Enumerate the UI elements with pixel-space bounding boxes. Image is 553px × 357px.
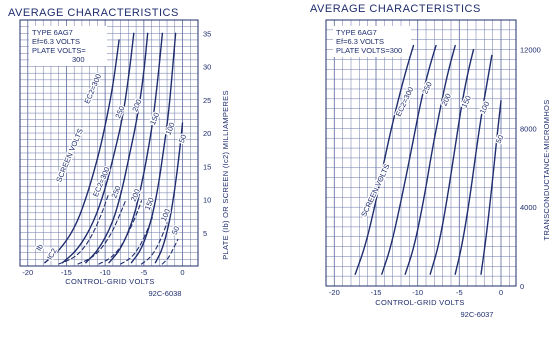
plot-frame: [325, 19, 517, 287]
chart-note: Ef=6.3 VOLTS: [336, 37, 384, 46]
x-tick-label: -5: [140, 268, 147, 277]
series-group: [354, 44, 502, 275]
figure-code: 92C-6038: [149, 289, 182, 298]
y-tick-label: 0: [520, 282, 524, 291]
x-tick-label: -20: [22, 268, 33, 277]
y-tick-label: 5: [203, 229, 207, 238]
chart-note: 300: [72, 55, 85, 64]
x-tick-label: -15: [61, 268, 72, 277]
series-line-plate-250: [61, 32, 135, 264]
series-line-plate-150: [108, 32, 164, 264]
series-line-screen-150: [120, 216, 153, 265]
curve-label: SCREEN VOLTS: [359, 162, 391, 218]
curve-label: 50: [177, 133, 189, 144]
x-axis-label: CONTROL-GRID VOLTS: [65, 277, 154, 286]
y-tick-label: 30: [203, 63, 211, 72]
chart-2: AVERAGE CHARACTERISTICS -20 -15 -10 -5 0 0 4000…: [310, 3, 551, 319]
chart-note: PLATE VOLTS=300: [336, 46, 402, 55]
series-line-screen-300: [58, 192, 110, 265]
x-tick-label: 0: [180, 268, 184, 277]
series-line-plate-200: [85, 32, 149, 264]
series-line-50: [480, 100, 502, 275]
chart-note: PLATE VOLTS=: [32, 46, 86, 55]
y-tick-label: 8000: [520, 124, 537, 133]
curve-label: EC2=300: [394, 86, 415, 118]
series-line-screen-50: [161, 238, 179, 265]
series-line-screen-250: [77, 198, 127, 265]
y-tick-label: 10: [203, 196, 211, 205]
curve-label: 100: [478, 100, 491, 115]
x-tick-label: -20: [329, 288, 340, 297]
curve-label: 50: [494, 133, 506, 144]
notes-box: [333, 26, 411, 57]
y-axis-label: PLATE (Ib) OR SCREEN (Ic2) MILLIAMPERES: [221, 90, 230, 260]
curve-label: EC2=300: [82, 73, 103, 105]
y-tick-label: 15: [203, 162, 211, 171]
curve-label: 50: [170, 225, 182, 236]
curve-label: 250: [420, 80, 433, 95]
series-line-200: [404, 44, 456, 275]
y-tick-label: 4000: [520, 203, 537, 212]
grid: [325, 19, 516, 287]
y-tick-label: 25: [203, 96, 211, 105]
series-line-plate-50: [154, 122, 184, 264]
chart-title: AVERAGE CHARACTERISTICS: [310, 3, 481, 15]
plot-frame: [19, 19, 199, 267]
figure-code: 92C-6037: [461, 310, 494, 319]
x-tick-label: 0: [499, 288, 503, 297]
series-line-plate-300: [44, 39, 120, 264]
x-axis-label: CONTROL-GRID VOLTS: [375, 298, 464, 307]
chart-note: TYPE 6AG7: [32, 28, 73, 37]
series-line-plate-100: [130, 32, 177, 264]
series-line-100: [454, 54, 493, 275]
series-line-screen-200: [98, 200, 143, 265]
series-line-300: [354, 44, 415, 275]
curve-label: 150: [148, 111, 161, 126]
x-tick-label: -10: [412, 288, 423, 297]
series-line-150: [429, 48, 475, 275]
y-tick-label: 20: [203, 129, 211, 138]
notes-box: [29, 26, 107, 66]
x-tick-label: -15: [371, 288, 382, 297]
series-line-screen-100: [140, 222, 168, 265]
x-tick-label: -10: [100, 268, 111, 277]
series-group: [44, 32, 184, 265]
series-line-250: [381, 44, 437, 275]
chart-title: AVERAGE CHARACTERISTICS: [8, 7, 179, 19]
y-tick-label: 35: [203, 29, 211, 38]
chart-note: TYPE 6AG7: [336, 28, 377, 37]
curve-label: 100: [159, 208, 172, 223]
curve-label: 200: [130, 98, 143, 113]
curve-label: 150: [460, 94, 473, 109]
y-axis-label: TRANSCONDUCTANCE-MICROMHOS: [542, 100, 551, 241]
chart-note: Ef=6.3 VOLTS: [32, 37, 80, 46]
chart-1: AVERAGE CHARACTERISTICS -20 -15 -10 -5 0 5 10 15…: [8, 7, 230, 298]
x-tick-label: -5: [456, 288, 463, 297]
y-tick-label: 12000: [520, 46, 541, 55]
